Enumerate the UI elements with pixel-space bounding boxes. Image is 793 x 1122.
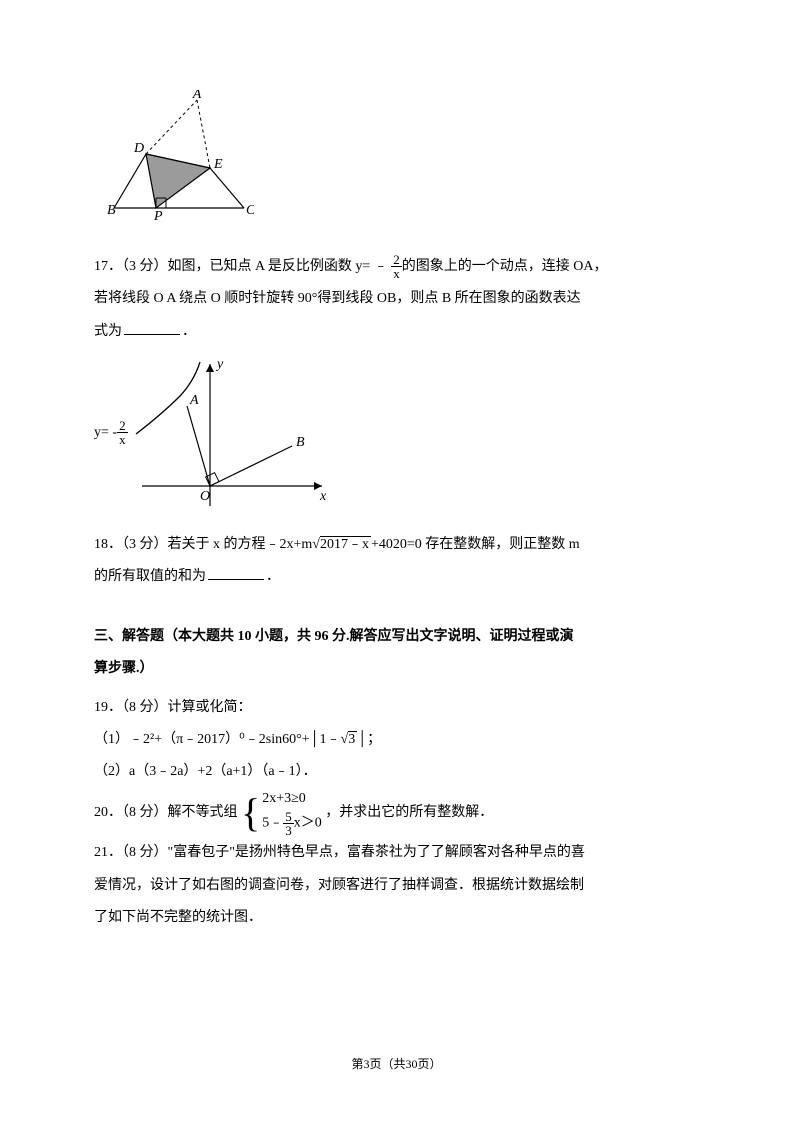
q18-pre: 18．（3 分）若关于 x 的方程﹣2x+m: [94, 537, 312, 552]
q17-line3-post: ．: [182, 324, 196, 339]
figure-triangle: A B C D E P: [94, 90, 699, 233]
q18-line2-post: ．: [266, 569, 280, 584]
q18-line1: 18．（3 分）若关于 x 的方程﹣2x+m 2017﹣x+4020=0 存在整数…: [94, 529, 699, 561]
brace-icon: {: [241, 793, 260, 833]
eq-left-text: y= -: [94, 425, 117, 440]
label-y: y: [215, 357, 224, 372]
q18-line2-pre: 的所有取值的和为: [94, 569, 206, 584]
q17-blank: [124, 321, 180, 335]
q20-system: { 2x+3≥0 5﹣53x＞0: [241, 788, 322, 837]
label-O: O: [200, 489, 210, 504]
label-A: A: [192, 90, 202, 102]
q18-blank: [208, 566, 264, 580]
section3-title-l2: 算步骤.）: [94, 653, 699, 685]
q17-frac-num: 2: [391, 253, 402, 267]
q21-line3: 了如下尚不完整的统计图．: [94, 902, 699, 934]
section3-title-l1: 三、解答题（本大题共 10 小题，共 96 分.解答应写出文字说明、证明过程或演: [94, 621, 699, 653]
q17-frac: 2 x: [391, 253, 402, 280]
q17-line2: 若将线段 O A 绕点 O 顺时针旋转 90°得到线段 OB，则点 B 所在图象…: [94, 283, 699, 315]
q18-line2: 的所有取值的和为 ．: [94, 561, 699, 593]
eq-num: 2: [117, 419, 128, 433]
label-Bg: B: [296, 435, 305, 450]
q20-pre: 20．（8 分）解不等式组: [94, 805, 238, 820]
label-D: D: [133, 141, 144, 156]
q19-p1-sqrt-inner: 3: [348, 731, 357, 747]
label-C: C: [246, 203, 254, 218]
label-Ag: A: [189, 393, 199, 408]
q18-sqrt: 2017﹣x: [312, 529, 371, 561]
q18-post: +4020=0 存在整数解，则正整数 m: [371, 537, 580, 552]
q17-line1: 17．（3 分）如图，已知点 A 是反比例函数 y= ﹣ 2 x 的图象上的一个…: [94, 251, 699, 283]
q20-row2-den: 3: [283, 824, 294, 837]
q19-part1: （1）﹣2²+（π﹣2017）⁰﹣2sin60°+│1﹣ 3│；: [94, 724, 699, 756]
eq-left: y= -2x: [94, 417, 128, 449]
q17-line3-pre: 式为: [94, 324, 122, 339]
q18-sqrt-inner: 2017﹣x: [320, 536, 371, 552]
page-footer: 第3页（共30页）: [0, 1055, 793, 1072]
label-E: E: [213, 157, 223, 172]
q19-part2: （2）a（3﹣2a）+2（a+1）（a﹣1）．: [94, 756, 699, 788]
q19-head: 19．（8 分）计算或化简：: [94, 692, 699, 724]
q19-p1-sqrt: 3: [341, 724, 358, 756]
figure-graph: y= -2x y x O A B: [94, 356, 699, 511]
q21-line1: 21．（8 分）"富春包子"是扬州特色早点，富春茶社为了了解顾客对各种早点的喜: [94, 837, 699, 869]
q19-p1-pre: （1）﹣2²+（π﹣2017）⁰﹣2sin60°+│1﹣: [94, 732, 341, 747]
q17-line3: 式为 ．: [94, 316, 699, 348]
label-B: B: [107, 203, 116, 218]
q20: 20．（8 分）解不等式组 { 2x+3≥0 5﹣53x＞0 ，并求出它的所有整…: [94, 788, 699, 837]
q17-prefix: 17．（3 分）如图，已知点 A 是反比例函数 y= ﹣: [94, 259, 388, 274]
q20-post: ，并求出它的所有整数解．: [325, 805, 493, 820]
q17-mid: 的图象上的一个动点，连接 OA，: [402, 259, 608, 274]
q20-row1: 2x+3≥0: [262, 788, 322, 810]
q20-row2-pre: 5﹣: [262, 816, 283, 831]
q20-row2-num: 5: [283, 810, 294, 824]
q21-line2: 爱情况，设计了如右图的调查问卷，对顾客进行了抽样调查．根据统计数据绘制: [94, 870, 699, 902]
q20-row2-post: x＞0: [294, 816, 322, 831]
section3-title: 三、解答题（本大题共 10 小题，共 96 分.解答应写出文字说明、证明过程或演…: [94, 621, 699, 685]
label-P: P: [153, 209, 163, 220]
q20-row2: 5﹣53x＞0: [262, 810, 322, 837]
q17-frac-den: x: [391, 267, 402, 280]
q19-p1-post: │；: [357, 732, 381, 747]
label-x: x: [319, 489, 327, 504]
eq-den: x: [117, 433, 128, 446]
